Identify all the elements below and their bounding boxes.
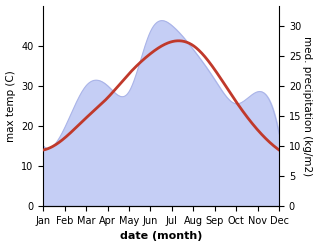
X-axis label: date (month): date (month) bbox=[120, 231, 202, 242]
Y-axis label: max temp (C): max temp (C) bbox=[5, 70, 16, 142]
Y-axis label: med. precipitation (kg/m2): med. precipitation (kg/m2) bbox=[302, 36, 313, 176]
